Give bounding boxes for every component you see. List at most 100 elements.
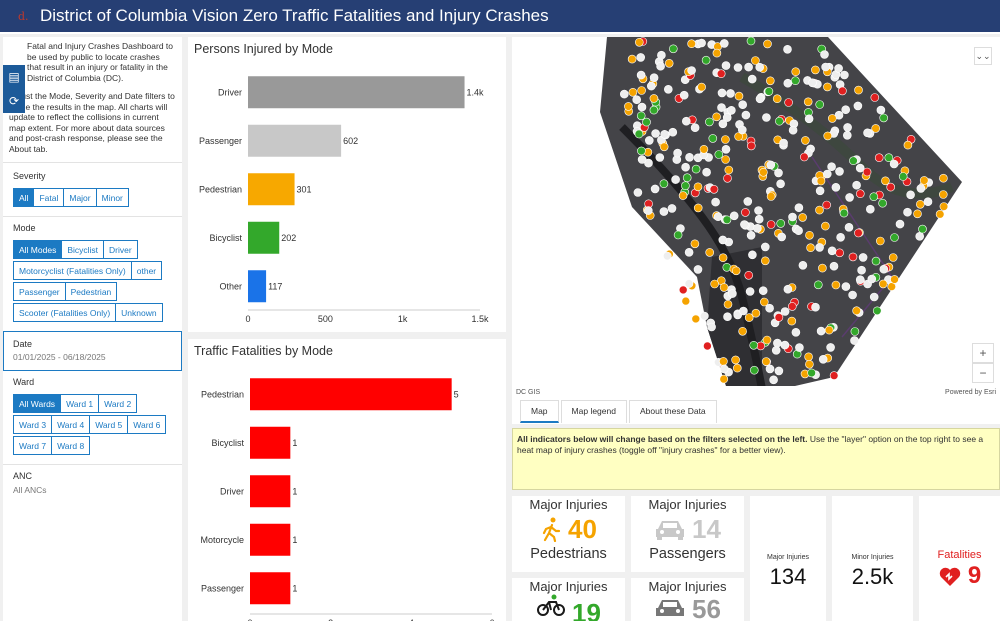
mode-pedestrian-button[interactable]: Pedestrian (64, 282, 118, 301)
crash-marker[interactable] (693, 182, 703, 192)
crash-marker[interactable] (827, 246, 837, 256)
crash-marker[interactable] (780, 340, 790, 350)
ward-6-button[interactable]: Ward 6 (127, 415, 167, 434)
crash-marker[interactable] (635, 38, 644, 47)
crash-marker[interactable] (703, 341, 712, 351)
bar[interactable] (250, 426, 291, 459)
crash-marker[interactable] (788, 212, 797, 222)
crash-marker[interactable] (748, 250, 757, 260)
crash-marker[interactable] (751, 308, 761, 318)
crash-marker[interactable] (872, 306, 882, 316)
crash-marker[interactable] (740, 220, 749, 229)
date-range-value[interactable]: 01/01/2025 - 06/18/2025 (13, 352, 106, 362)
crash-marker[interactable] (719, 364, 729, 374)
crash-marker[interactable] (637, 102, 647, 112)
crash-marker[interactable] (765, 364, 775, 374)
crash-marker[interactable] (774, 366, 784, 376)
crash-marker[interactable] (935, 209, 945, 219)
layers-icon[interactable]: ⟳ (8, 94, 20, 108)
crash-marker[interactable] (758, 286, 768, 295)
crash-marker[interactable] (780, 307, 790, 316)
crash-marker[interactable] (697, 82, 706, 92)
crash-marker[interactable] (874, 153, 884, 162)
crash-marker[interactable] (788, 125, 798, 135)
crash-marker[interactable] (755, 62, 764, 72)
crash-marker[interactable] (760, 297, 769, 307)
crash-marker[interactable] (667, 204, 677, 213)
crash-marker[interactable] (727, 106, 736, 115)
crash-marker[interactable] (712, 112, 721, 122)
crash-marker[interactable] (687, 39, 696, 48)
crash-marker[interactable] (769, 375, 778, 385)
ward-5-button[interactable]: Ward 5 (89, 415, 129, 434)
crash-marker[interactable] (811, 302, 820, 312)
crash-marker[interactable] (794, 226, 803, 235)
crash-marker[interactable] (783, 45, 792, 54)
bar[interactable] (250, 523, 291, 556)
crash-marker[interactable] (712, 48, 722, 58)
crash-marker[interactable] (890, 275, 899, 284)
crash-map[interactable]: ⌄⌄ + − DC GIS Powered by Esri (512, 37, 1000, 400)
crash-marker[interactable] (744, 62, 753, 72)
crash-marker[interactable] (663, 251, 672, 261)
crash-marker[interactable] (879, 264, 889, 274)
crash-marker[interactable] (889, 159, 899, 169)
anc-filter[interactable]: ANC All ANCs (3, 464, 182, 503)
crash-marker[interactable] (684, 279, 694, 288)
crash-marker[interactable] (716, 69, 726, 79)
crash-marker[interactable] (620, 89, 629, 99)
crash-marker[interactable] (721, 155, 730, 164)
crash-marker[interactable] (890, 233, 899, 242)
crash-marker[interactable] (633, 188, 643, 197)
crash-marker[interactable] (713, 212, 723, 221)
crash-marker[interactable] (766, 192, 776, 201)
crash-marker[interactable] (721, 135, 730, 144)
crash-marker[interactable] (875, 236, 885, 246)
crash-marker[interactable] (805, 359, 814, 369)
crash-marker[interactable] (829, 261, 839, 271)
crash-marker[interactable] (903, 207, 912, 217)
crash-marker[interactable] (734, 91, 744, 101)
crash-marker[interactable] (721, 145, 731, 154)
crash-marker[interactable] (741, 208, 750, 217)
crash-marker[interactable] (862, 167, 872, 177)
crash-marker[interactable] (869, 192, 879, 201)
crash-marker[interactable] (728, 289, 737, 298)
crash-marker[interactable] (844, 223, 854, 232)
crash-marker[interactable] (918, 224, 927, 234)
crash-marker[interactable] (709, 185, 719, 194)
crash-marker[interactable] (754, 206, 763, 215)
crash-marker[interactable] (762, 335, 772, 345)
crash-marker[interactable] (799, 152, 809, 162)
crash-marker[interactable] (644, 206, 653, 215)
crash-marker[interactable] (659, 207, 669, 216)
crash-marker[interactable] (644, 158, 653, 168)
crash-marker[interactable] (673, 230, 683, 240)
crash-marker[interactable] (826, 343, 835, 352)
crash-marker[interactable] (798, 213, 807, 222)
crash-marker[interactable] (775, 116, 784, 126)
chevrons-icon[interactable]: ⌄⌄ (974, 47, 992, 65)
anc-value[interactable]: All ANCs (13, 485, 47, 495)
crash-marker[interactable] (821, 221, 830, 231)
crash-marker[interactable] (690, 123, 700, 132)
crash-marker[interactable] (659, 179, 669, 188)
crash-marker[interactable] (746, 231, 756, 240)
crash-marker[interactable] (690, 239, 700, 249)
crash-marker[interactable] (895, 219, 905, 229)
crash-marker[interactable] (776, 179, 785, 189)
crash-marker[interactable] (632, 95, 641, 105)
crash-marker[interactable] (870, 93, 880, 102)
crash-marker[interactable] (878, 279, 888, 289)
crash-marker[interactable] (939, 202, 949, 211)
crash-marker[interactable] (637, 155, 647, 164)
mode-scooter-button[interactable]: Scooter (Fatalities Only) (13, 303, 117, 322)
crash-marker[interactable] (798, 261, 808, 270)
crash-marker[interactable] (649, 105, 659, 115)
crash-marker[interactable] (722, 263, 732, 272)
crash-marker[interactable] (806, 243, 815, 252)
crash-marker[interactable] (678, 285, 688, 295)
crash-marker[interactable] (678, 191, 688, 200)
crash-marker[interactable] (829, 371, 839, 380)
crash-marker[interactable] (691, 314, 701, 324)
